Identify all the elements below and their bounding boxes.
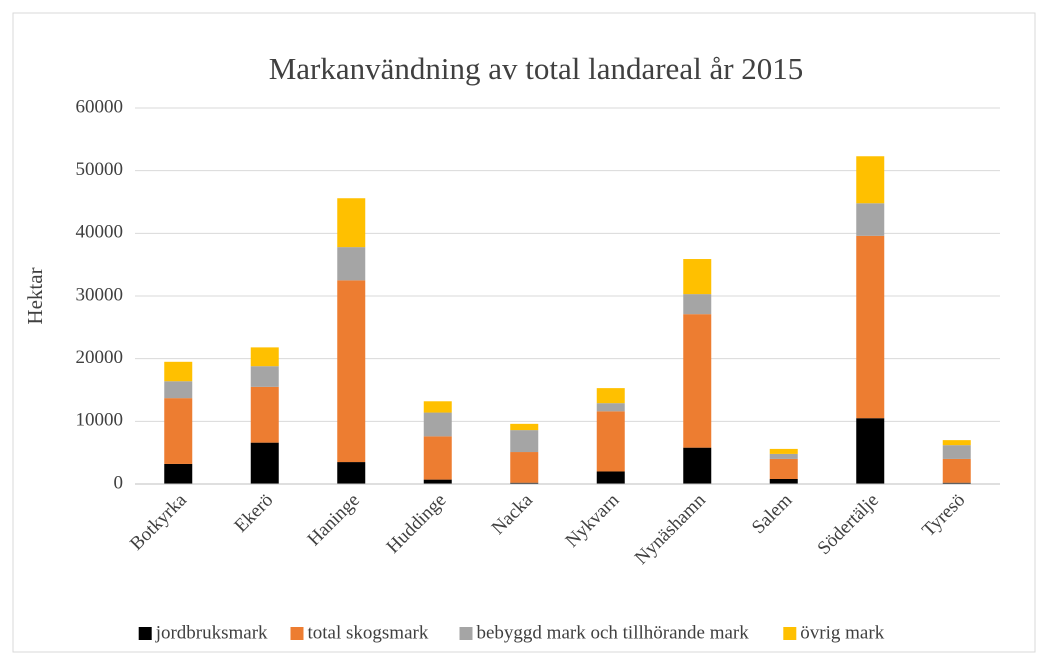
bar-segment [942,440,971,446]
legend-swatch [290,627,304,640]
bar-segment [510,482,539,484]
bar-segment [942,445,971,459]
bar-segment [250,366,279,387]
bar-segment [769,458,798,479]
bar-segment [337,247,366,281]
legend-label: total skogsmark [308,622,429,643]
bar-segment [250,442,279,484]
bar-segment [164,463,193,484]
bar-segment [510,452,539,483]
bar-segment [856,203,885,236]
bar-segment [683,447,712,484]
legend-swatch [459,627,473,640]
y-tick-label: 60000 [76,96,124,117]
bar-segment [423,479,452,484]
bar-segment [164,398,193,464]
legend-swatch [138,627,152,640]
bar-segment [942,458,971,483]
bar-segment [856,235,885,419]
bar-segment [856,156,885,204]
bar-segment [164,361,193,382]
bar-segment [596,388,625,404]
bar-segment [683,314,712,448]
bar-segment [423,436,452,480]
bar-segment [942,482,971,484]
bar-segment [769,478,798,484]
bar-segment [423,412,452,437]
bar-segment [769,453,798,459]
y-tick-label: 50000 [76,159,124,180]
legend-swatch [783,627,797,640]
bar-segment [683,294,712,315]
bar-segment [510,430,539,453]
chart-title: Markanvändning av total landareal år 201… [269,51,804,86]
y-tick-label: 20000 [76,347,124,368]
bar-segment [596,403,625,412]
bar-segment [337,280,366,463]
y-tick-label: 0 [114,472,124,493]
bar-segment [596,471,625,484]
y-tick-label: 40000 [76,222,124,243]
bar-segment [250,386,279,443]
bar-segment [596,411,625,472]
bar-segment [337,462,366,484]
bar-segment [423,401,452,413]
legend-label: övrig mark [800,622,884,643]
y-axis-label: Hektar [23,267,47,324]
legend-label: bebyggd mark och tillhörande mark [477,622,750,643]
bar-segment [164,381,193,399]
bar-segment [683,259,712,295]
y-tick-label: 10000 [76,410,124,431]
legend-label: jordbruksmark [155,622,268,643]
y-tick-label: 30000 [76,284,124,305]
bar-segment [337,198,366,248]
bar-segment [250,347,279,367]
bar-segment [856,418,885,484]
bar-segment [769,448,798,454]
bar-segment [510,423,539,431]
